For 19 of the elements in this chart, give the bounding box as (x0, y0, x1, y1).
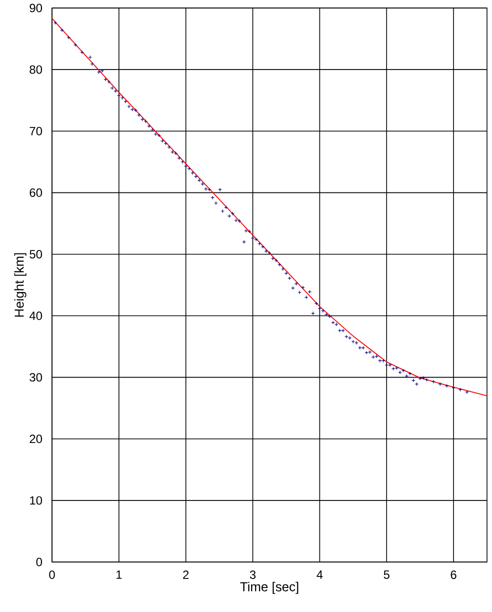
y-tick-label: 40 (29, 312, 42, 320)
x-tick-label: 6 (450, 570, 456, 579)
x-tick-label: 1 (116, 570, 122, 579)
y-tick-label: 50 (30, 250, 42, 258)
y-tick-label: 20 (30, 434, 42, 444)
y-axis-title: Height [km] (14, 253, 26, 317)
y-tick-label: 10 (30, 496, 42, 505)
x-tick-label: 2 (183, 570, 189, 579)
x-tick-label: 4 (316, 570, 323, 579)
y-tick-label: 90 (30, 4, 42, 12)
x-tick-label: 5 (384, 570, 390, 579)
y-tick-label: 80 (30, 65, 42, 74)
y-tick-label: 0 (36, 558, 42, 566)
x-tick-label: 3 (250, 570, 256, 579)
y-tick-label: 60 (30, 188, 42, 197)
x-axis-title: Time [sec] (240, 582, 298, 594)
x-tick-label: 0 (49, 570, 55, 579)
y-tick-label: 70 (30, 126, 42, 136)
y-tick-label: 30 (30, 373, 42, 382)
